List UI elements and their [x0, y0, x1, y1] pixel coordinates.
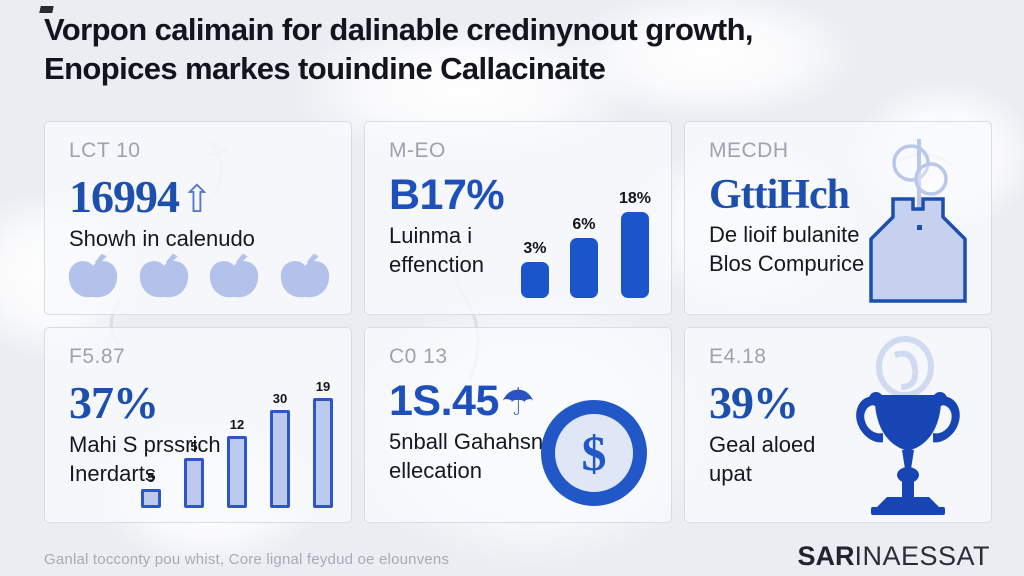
bar-rect — [569, 238, 598, 298]
stat-card-inerdarts: F5.87 37% Mahi S prssrich Inerdarts 5 5 12… — [44, 327, 352, 523]
bar-rect — [520, 262, 549, 298]
apple-icon — [280, 253, 330, 298]
bar-value-label: 3% — [523, 240, 547, 257]
bar: 19 — [313, 379, 333, 508]
bar-rect — [141, 489, 161, 508]
title-line-2: Enopices markes touindine Callacinaite — [44, 51, 606, 86]
page-title: Vorpon calimain for dalinable credinynou… — [44, 10, 944, 88]
bar-value-label: 12 — [229, 417, 245, 432]
dollar-circle-icon: $ — [541, 400, 647, 506]
subtitle-line: effenction — [389, 252, 485, 278]
bar-rect — [227, 436, 247, 508]
apple-icons-row — [65, 252, 333, 302]
card-label: LCT 10 — [69, 139, 141, 162]
bar-value-label: 18% — [618, 190, 651, 207]
bar-rect — [184, 458, 204, 508]
factory-icon — [859, 135, 979, 308]
card-value: 37% — [69, 377, 159, 428]
stat-card-compurice: MECDH GttiHch De lioif bulanite Blos Com… — [684, 121, 992, 315]
brand-rest: INAESSAT — [854, 541, 990, 571]
card-subtitle: Luinma i effenction — [389, 221, 649, 279]
subtitle-line: Geal aloed — [709, 432, 816, 458]
umbrella-icon: ☂ — [500, 380, 535, 424]
bar-value-label: 5 — [190, 439, 198, 454]
stat-card-effenction: M-EO B17% Luinma i effenction 3% 6% 18% — [364, 121, 672, 315]
card-label: E4.18 — [709, 345, 767, 368]
dollar-sign: $ — [581, 425, 607, 481]
bar-value-label: 19 — [315, 379, 331, 394]
card-value: 16994⇧ — [69, 171, 329, 222]
value-text: 1S.45 — [389, 377, 499, 425]
mini-bar-chart: 5 5 12 30 19 — [141, 379, 333, 508]
footer-note: Ganlal tocconty pou whist, Core lignal f… — [44, 551, 450, 568]
card-label: F5.87 — [69, 345, 126, 368]
bar-rect — [620, 212, 649, 298]
apple-icon — [139, 253, 188, 298]
bar-value-label: 6% — [572, 216, 596, 233]
stat-card-ellecation: C0 13 1S.45☂ 5nball Gahahsng ellecation … — [364, 327, 672, 523]
bar: 5 — [184, 439, 204, 508]
stat-card-calenudo: LCT 10 16994⇧ Showh in calenudo — [44, 121, 352, 315]
bar-rect — [313, 398, 333, 508]
bar: 12 — [227, 417, 247, 508]
bar-value-label: 30 — [272, 391, 288, 406]
card-value: 39% — [709, 377, 799, 428]
bar: 5 — [141, 470, 161, 508]
bar-rect — [270, 410, 290, 508]
stat-card-grid: LCT 10 16994⇧ Showh in calenudo M-EO B17… — [44, 121, 992, 523]
card-subtitle: Geal aloed upat — [709, 430, 969, 488]
card-subtitle: Showh in calenudo — [69, 226, 255, 252]
apple-icon — [68, 253, 118, 298]
up-arrow-icon: ⇧ — [181, 177, 213, 221]
title-line-1: Vorpon calimain for dalinable credinynou… — [44, 12, 754, 47]
card-value: B17% — [389, 171, 505, 219]
brand-logo: SARINAESSAT — [797, 541, 990, 572]
value-text: 16994 — [69, 171, 180, 222]
bar-value-label: 5 — [147, 470, 155, 485]
bar: 3% — [520, 240, 549, 298]
subtitle-line: Luinma i — [389, 223, 473, 249]
bar: 6% — [569, 216, 598, 298]
apple-icon — [210, 253, 259, 298]
brand-bold: SAR — [797, 541, 855, 571]
trophy-icon — [843, 335, 973, 520]
card-label: M-EO — [389, 139, 446, 162]
mini-bar-chart: 3% 6% 18% — [520, 190, 651, 298]
card-label: C0 13 — [389, 345, 448, 368]
bar: 30 — [270, 391, 290, 508]
subtitle-line: upat — [709, 461, 752, 487]
stat-card-geal: E4.18 39% Geal aloed upat — [684, 327, 992, 523]
bar: 18% — [619, 190, 651, 298]
